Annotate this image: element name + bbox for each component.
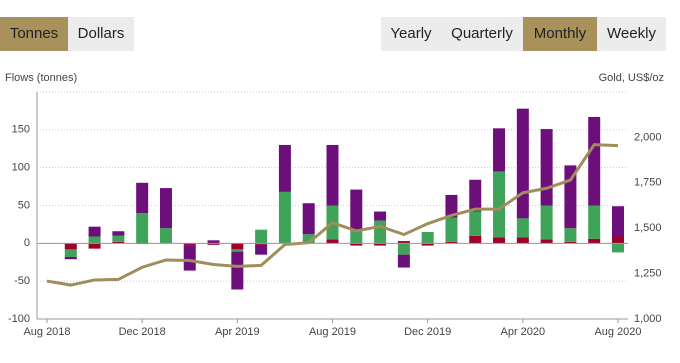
bar bbox=[64, 256, 77, 260]
x-tick-label: Apr 2020 bbox=[501, 326, 546, 338]
bar bbox=[469, 211, 482, 236]
x-tick-label: Aug 2018 bbox=[23, 326, 70, 338]
y2-tick-label: 1,250 bbox=[634, 268, 662, 280]
bar bbox=[112, 241, 125, 244]
bar bbox=[540, 239, 553, 244]
bar bbox=[469, 235, 482, 244]
bar bbox=[88, 226, 101, 237]
bar bbox=[493, 171, 506, 238]
bar bbox=[612, 243, 624, 253]
bar bbox=[183, 245, 196, 271]
x-tick-label: Aug 2019 bbox=[309, 326, 356, 338]
bar bbox=[88, 243, 101, 249]
bar bbox=[564, 228, 577, 242]
bar bbox=[540, 205, 553, 240]
x-tick-label: Dec 2019 bbox=[404, 326, 451, 338]
bar bbox=[255, 229, 268, 244]
bar bbox=[588, 238, 601, 244]
bar bbox=[516, 108, 529, 219]
y-tick-label: 50 bbox=[18, 199, 30, 211]
bar bbox=[493, 237, 506, 244]
bar bbox=[564, 241, 577, 244]
period-button[interactable]: Monthly bbox=[523, 17, 597, 51]
bar bbox=[159, 188, 172, 229]
unit-button[interactable]: Tonnes bbox=[0, 17, 68, 51]
period-button[interactable]: Weekly bbox=[597, 17, 666, 51]
y2-tick-label: 2,000 bbox=[634, 131, 662, 143]
bar bbox=[112, 235, 125, 242]
x-tick-label: Aug 2020 bbox=[594, 326, 641, 338]
bar bbox=[326, 144, 339, 206]
bar bbox=[326, 239, 339, 244]
y2-tick-label: 1,500 bbox=[634, 222, 662, 234]
bar bbox=[421, 243, 434, 246]
bar bbox=[421, 231, 434, 244]
bar bbox=[350, 243, 363, 246]
bar bbox=[207, 243, 220, 245]
y2-tick-label: 1,750 bbox=[634, 177, 662, 189]
bar bbox=[445, 194, 458, 218]
bar bbox=[278, 191, 291, 244]
period-button[interactable]: Quarterly bbox=[441, 17, 523, 51]
period-button[interactable]: Yearly bbox=[381, 17, 441, 51]
x-tick-label: Dec 2018 bbox=[119, 326, 166, 338]
bar bbox=[397, 243, 410, 255]
bar bbox=[350, 189, 363, 230]
line bbox=[46, 143, 619, 287]
y-tick-label: -100 bbox=[8, 313, 30, 325]
bar bbox=[64, 249, 77, 257]
bar bbox=[231, 243, 244, 250]
bar bbox=[255, 244, 268, 255]
y-tick-label: 0 bbox=[24, 237, 30, 249]
bar bbox=[493, 128, 506, 172]
x-tick-label: Apr 2019 bbox=[215, 326, 260, 338]
unit-button[interactable]: Dollars bbox=[68, 17, 134, 51]
bar bbox=[612, 236, 624, 244]
bar bbox=[374, 211, 387, 221]
bar bbox=[469, 179, 482, 212]
bar bbox=[588, 116, 601, 206]
bar bbox=[183, 243, 196, 246]
bar bbox=[255, 243, 268, 245]
y2-axis-label: Gold, US$/oz bbox=[599, 72, 664, 84]
bar bbox=[540, 129, 553, 206]
bar bbox=[516, 237, 529, 244]
bar bbox=[136, 213, 149, 244]
bar bbox=[516, 218, 529, 238]
bar bbox=[207, 240, 220, 244]
bar bbox=[136, 182, 149, 214]
bar bbox=[397, 254, 410, 268]
bar bbox=[374, 220, 387, 244]
y-tick-label: 150 bbox=[12, 124, 30, 136]
bar bbox=[445, 217, 458, 242]
bar bbox=[88, 236, 101, 244]
bar bbox=[350, 229, 363, 244]
bar bbox=[64, 243, 77, 250]
bar bbox=[159, 228, 172, 244]
y-tick-label: 100 bbox=[12, 162, 30, 174]
bar bbox=[612, 206, 624, 237]
bar bbox=[588, 205, 601, 239]
bar bbox=[397, 241, 410, 244]
bar bbox=[302, 234, 315, 244]
y2-tick-label: 1,000 bbox=[634, 313, 662, 325]
bar bbox=[112, 231, 125, 236]
bar bbox=[374, 243, 387, 246]
bar bbox=[278, 144, 291, 192]
bar bbox=[231, 251, 244, 290]
bar bbox=[302, 203, 315, 235]
y-axis-label: Flows (tonnes) bbox=[5, 72, 77, 84]
bar bbox=[231, 249, 244, 252]
bar bbox=[445, 241, 458, 244]
y-tick-label: -50 bbox=[14, 275, 30, 287]
